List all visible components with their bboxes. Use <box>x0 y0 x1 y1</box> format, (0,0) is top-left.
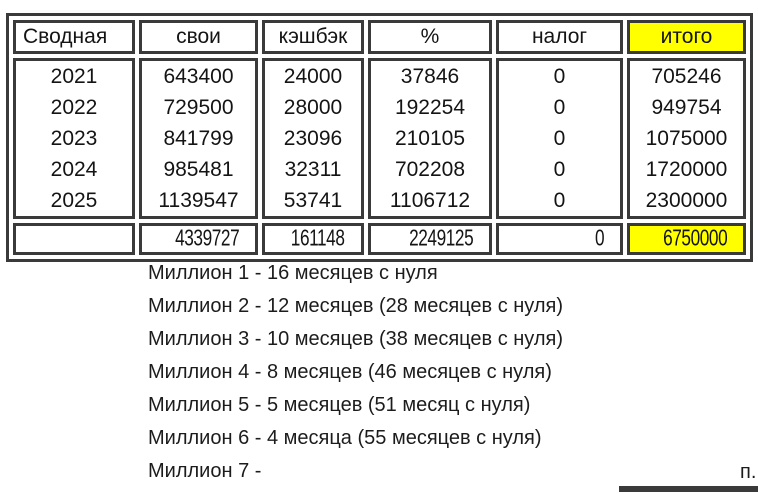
summary-table: Сводная свои кэшбэк % налог итого 2021 2… <box>6 13 753 262</box>
header-label: Сводная <box>23 25 108 49</box>
value-cell[interactable]: 28000 <box>283 96 343 119</box>
totals-value: 6750000 <box>662 226 728 252</box>
year-cell[interactable]: 2025 <box>50 189 98 212</box>
year-cell[interactable]: 2024 <box>50 158 98 181</box>
value-cell[interactable]: 1075000 <box>645 127 728 150</box>
value-cell[interactable]: 37846 <box>400 65 460 88</box>
value-cell[interactable]: 1139547 <box>158 189 239 212</box>
value-cell[interactable]: 0 <box>553 189 566 212</box>
totals-blank-cell[interactable] <box>13 223 135 255</box>
value-cell[interactable]: 0 <box>553 158 566 181</box>
value-cell[interactable]: 23096 <box>283 127 343 150</box>
totals-value: 2249125 <box>408 226 474 252</box>
milestone-line[interactable]: Миллион 3 - 10 месяцев (38 месяцев с нул… <box>148 328 564 350</box>
year-cell[interactable]: 2021 <box>50 65 98 88</box>
header-cell-svodnaya[interactable]: Сводная <box>13 20 135 54</box>
value-cell[interactable]: 729500 <box>163 96 234 119</box>
value-cell[interactable]: 1720000 <box>645 158 728 181</box>
value-cell[interactable]: 643400 <box>163 65 234 88</box>
percent-column: 37846 192254 210105 702208 1106712 <box>368 58 492 219</box>
milestone-line[interactable]: Миллион 6 - 4 месяца (55 месяцев с нуля) <box>148 427 542 449</box>
totals-percent-cell[interactable]: 2249125 <box>368 223 492 255</box>
milestone-line[interactable]: Миллион 1 - 16 месяцев с нуля <box>148 262 438 284</box>
header-label: итого <box>660 25 713 49</box>
year-cell[interactable]: 2022 <box>50 96 98 119</box>
milestone-line[interactable]: Миллион 7 - <box>148 460 262 482</box>
header-row: Сводная свои кэшбэк % налог итого <box>13 20 746 54</box>
cashback-column: 24000 28000 23096 32311 53741 <box>262 58 364 219</box>
header-cell-percent[interactable]: % <box>368 20 492 54</box>
value-cell[interactable]: 24000 <box>283 65 343 88</box>
header-cell-cashback[interactable]: кэшбэк <box>262 20 364 54</box>
value-cell[interactable]: 0 <box>553 127 566 150</box>
value-cell[interactable]: 0 <box>553 96 566 119</box>
clipped-right-text[interactable]: п. <box>740 461 757 483</box>
value-cell[interactable]: 705246 <box>651 65 722 88</box>
value-cell[interactable]: 0 <box>553 65 566 88</box>
value-cell[interactable]: 210105 <box>394 127 466 150</box>
summary-table-grid: Сводная свои кэшбэк % налог итого 2021 2… <box>9 16 750 259</box>
year-column: 2021 2022 2023 2024 2025 <box>13 58 135 219</box>
value-cell[interactable]: 841799 <box>163 127 234 150</box>
totals-cashback-cell[interactable]: 161148 <box>262 223 364 255</box>
value-cell[interactable]: 949754 <box>651 96 722 119</box>
milestone-line[interactable]: Миллион 4 - 8 месяцев (46 месяцев с нуля… <box>148 361 552 383</box>
value-cell[interactable]: 1106712 <box>389 189 471 212</box>
header-label: налог <box>531 25 588 49</box>
value-cell[interactable]: 702208 <box>394 158 466 181</box>
totals-svoi-cell[interactable]: 4339727 <box>139 223 258 255</box>
totals-itogo-cell[interactable]: 6750000 <box>627 223 746 255</box>
year-cell[interactable]: 2023 <box>50 127 98 150</box>
header-label: кэшбэк <box>278 25 348 49</box>
header-cell-itogo[interactable]: итого <box>627 20 746 54</box>
totals-value: 0 <box>594 226 605 252</box>
header-cell-svoi[interactable]: свои <box>139 20 258 54</box>
nalog-column: 0 0 0 0 0 <box>496 58 623 219</box>
data-rows-block: 2021 2022 2023 2024 2025 643400 729500 8… <box>13 58 746 219</box>
value-cell[interactable]: 32311 <box>284 158 342 181</box>
bottom-border-line <box>619 486 758 492</box>
itogo-column: 705246 949754 1075000 1720000 2300000 <box>627 58 746 219</box>
milestones-list: Миллион 1 - 16 месяцев с нуля Миллион 2 … <box>148 257 563 488</box>
totals-nalog-cell[interactable]: 0 <box>496 223 623 255</box>
totals-row: 4339727 161148 2249125 0 6750000 <box>13 223 746 255</box>
value-cell[interactable]: 192254 <box>394 96 466 119</box>
value-cell[interactable]: 985481 <box>163 158 234 181</box>
header-label: свои <box>176 25 221 49</box>
milestone-line[interactable]: Миллион 2 - 12 месяцев (28 месяцев с нул… <box>148 295 564 317</box>
header-label: % <box>420 25 440 49</box>
svoi-column: 643400 729500 841799 985481 1139547 <box>139 58 258 219</box>
milestone-line[interactable]: Миллион 5 - 5 месяцев (51 месяц с нуля) <box>148 394 531 416</box>
header-cell-nalog[interactable]: налог <box>496 20 623 54</box>
totals-value: 161148 <box>291 226 345 252</box>
value-cell[interactable]: 2300000 <box>645 189 728 212</box>
totals-value: 4339727 <box>174 226 240 252</box>
value-cell[interactable]: 53741 <box>283 189 343 212</box>
